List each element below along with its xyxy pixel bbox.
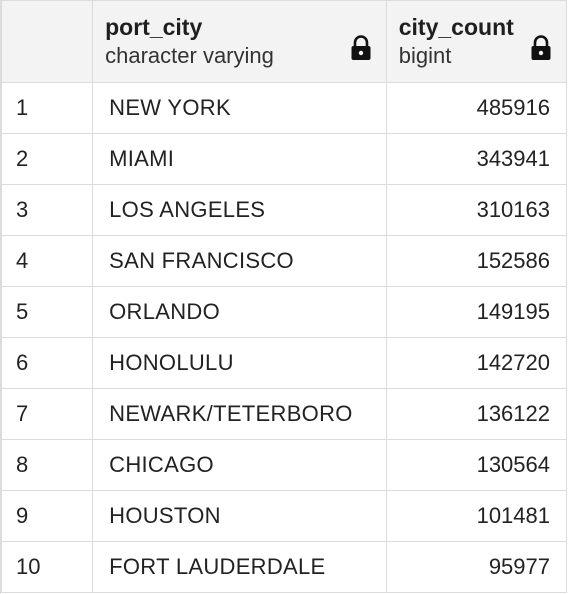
port-city-cell[interactable]: MIAMI [92, 133, 387, 185]
port-city-cell[interactable]: HONOLULU [92, 337, 387, 389]
port-city-cell[interactable]: CHICAGO [92, 439, 387, 491]
table-row[interactable]: 10 FORT LAUDERDALE 95977 [0, 541, 568, 593]
column-name: port_city [105, 14, 203, 40]
city-count-cell[interactable]: 485916 [385, 82, 568, 134]
port-city-cell[interactable]: SAN FRANCISCO [92, 235, 387, 287]
column-name: city_count [398, 14, 514, 40]
table-row[interactable]: 6 HONOLULU 142720 [0, 337, 568, 389]
port-city-cell[interactable]: LOS ANGELES [92, 184, 387, 236]
city-count-cell[interactable]: 343941 [385, 133, 568, 185]
row-number-cell[interactable]: 1 [0, 82, 94, 134]
lock-icon [351, 35, 371, 60]
port-city-cell[interactable]: NEW YORK [92, 82, 387, 134]
table-header: port_city character varying city_count b… [0, 0, 568, 83]
row-number-cell[interactable]: 4 [0, 235, 94, 287]
column-type: character varying [105, 43, 274, 68]
row-number-header[interactable] [0, 0, 94, 83]
row-number-cell[interactable]: 8 [0, 439, 94, 491]
table-row[interactable]: 5 ORLANDO 149195 [0, 286, 568, 338]
lock-icon [531, 35, 551, 60]
city-count-cell[interactable]: 136122 [385, 388, 568, 440]
port-city-cell[interactable]: FORT LAUDERDALE [92, 541, 387, 593]
table-row[interactable]: 9 HOUSTON 101481 [0, 490, 568, 542]
city-count-cell[interactable]: 95977 [385, 541, 568, 593]
table-row[interactable]: 4 SAN FRANCISCO 152586 [0, 235, 568, 287]
city-count-cell[interactable]: 152586 [385, 235, 568, 287]
row-number-cell[interactable]: 3 [0, 184, 94, 236]
row-number-cell[interactable]: 9 [0, 490, 94, 542]
table-row[interactable]: 1 NEW YORK 485916 [0, 82, 568, 134]
table-row[interactable]: 7 NEWARK/TETERBORO 136122 [0, 388, 568, 440]
row-number-cell[interactable]: 6 [0, 337, 94, 389]
city-count-cell[interactable]: 130564 [385, 439, 568, 491]
table-row[interactable]: 3 LOS ANGELES 310163 [0, 184, 568, 236]
city-count-cell[interactable]: 310163 [385, 184, 568, 236]
table-row[interactable]: 2 MIAMI 343941 [0, 133, 568, 185]
row-number-cell[interactable]: 7 [0, 388, 94, 440]
column-type: bigint [398, 43, 452, 68]
city-count-cell[interactable]: 149195 [385, 286, 568, 338]
row-number-cell[interactable]: 5 [0, 286, 94, 338]
city-count-cell[interactable]: 101481 [385, 490, 568, 542]
port-city-cell[interactable]: NEWARK/TETERBORO [92, 388, 387, 440]
row-number-cell[interactable]: 10 [0, 541, 94, 593]
row-number-cell[interactable]: 2 [0, 133, 94, 185]
table-row[interactable]: 8 CHICAGO 130564 [0, 439, 568, 491]
port-city-cell[interactable]: HOUSTON [92, 490, 387, 542]
column-header-city-count[interactable]: city_count bigint [385, 0, 568, 83]
column-header-port-city[interactable]: port_city character varying [92, 0, 387, 83]
table-body: 1 NEW YORK 485916 2 MIAMI 343941 3 LOS ANGELES 3… [0, 82, 568, 593]
port-city-cell[interactable]: ORLANDO [92, 286, 387, 338]
city-count-cell[interactable]: 142720 [385, 337, 568, 389]
header-row: port_city character varying city_count b… [0, 0, 568, 83]
